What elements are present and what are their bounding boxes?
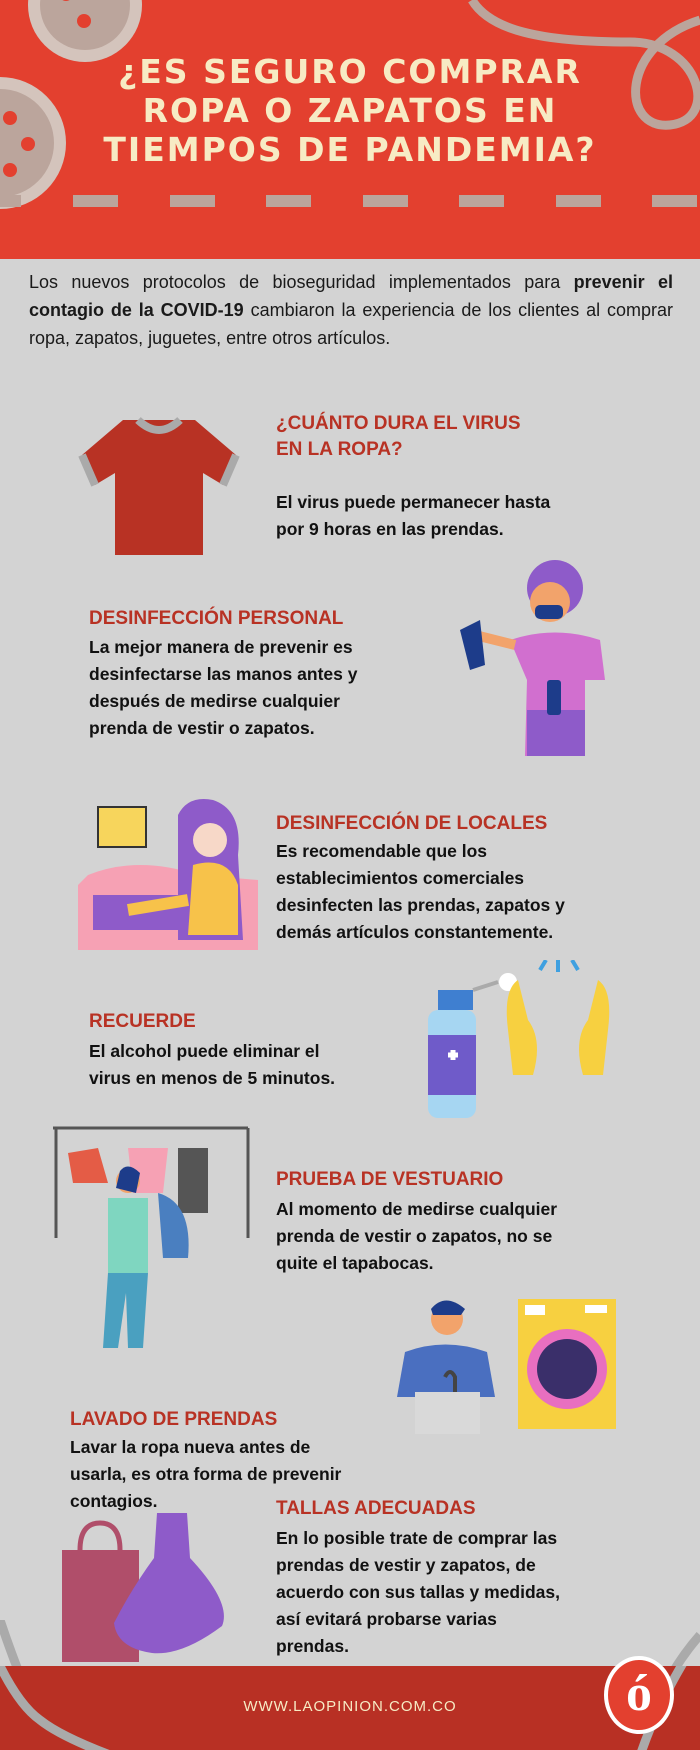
bag-dress-icon — [62, 1513, 224, 1662]
body-line: La mejor manera de prevenir es — [89, 637, 353, 657]
title-line: EN LA ROPA? — [276, 439, 403, 460]
title-line: DESINFECCIÓN PERSONAL — [89, 608, 344, 629]
body-line: Es recomendable que los — [276, 841, 488, 861]
section-title: TALLAS ADECUADAS — [276, 1496, 476, 1522]
body-line: El alcohol puede eliminar el — [89, 1041, 320, 1061]
title-line: DESINFECCIÓN DE LOCALES — [276, 813, 548, 834]
website-link[interactable]: WWW.LAOPINION.COM.CO — [243, 1698, 457, 1715]
title-line: ¿CUÁNTO DURA EL VIRUS — [276, 413, 521, 434]
page-title: ¿ES SEGURO COMPRAR ROPA O ZAPATOS EN TIE… — [0, 52, 700, 169]
body-line: virus en menos de 5 minutos. — [89, 1068, 336, 1088]
body-line: acuerdo con sus tallas y medidas, — [276, 1582, 560, 1602]
section-body: Lavar la ropa nueva antes de usarla, es o… — [70, 1434, 341, 1515]
divider-dash — [170, 195, 215, 207]
tshirt-icon — [78, 416, 240, 555]
body-line: Lavar la ropa nueva antes de — [70, 1437, 311, 1457]
body-line: contagios. — [70, 1491, 158, 1511]
section-body: Al momento de medirse cualquier prenda de… — [276, 1196, 557, 1277]
spray-gloves-icon — [428, 960, 610, 1118]
body-line: En lo posible trate de comprar las — [276, 1528, 558, 1548]
header-banner: ¿ES SEGURO COMPRAR ROPA O ZAPATOS EN TIE… — [0, 0, 700, 259]
section-body: El alcohol puede eliminar el virus en men… — [89, 1038, 335, 1092]
divider-dash — [556, 195, 601, 207]
buttons-decoration-icon — [0, 0, 700, 209]
la-opinion-logo: ó — [604, 1656, 674, 1734]
section-body: El virus puede permanecer hasta por 9 hor… — [276, 489, 550, 543]
title-line: RECUERDE — [89, 1011, 196, 1032]
divider-dash — [652, 195, 697, 207]
title-line: ¿ES SEGURO COMPRAR — [118, 52, 582, 91]
body-line: prenda de vestir o zapatos, no se — [276, 1226, 553, 1246]
clothes-rack-woman-icon — [53, 1126, 250, 1348]
section-title: LAVADO DE PRENDAS — [70, 1407, 277, 1433]
body-line: por 9 horas en las prendas. — [276, 519, 504, 539]
store-disinfection-icon — [78, 799, 258, 950]
title-line: TIEMPOS DE PANDEMIA? — [103, 130, 597, 169]
body-line: demás artículos constantemente. — [276, 922, 554, 942]
body-line: prenda de vestir o zapatos. — [89, 718, 315, 738]
body-line: después de medirse cualquier — [89, 691, 340, 711]
section-body: En lo posible trate de comprar las prenda… — [276, 1525, 560, 1660]
divider-dash — [459, 195, 504, 207]
washing-hands-machine-icon — [397, 1299, 616, 1434]
title-line: LAVADO DE PRENDAS — [70, 1409, 278, 1430]
section-title: PRUEBA DE VESTUARIO — [276, 1167, 503, 1193]
divider-dash — [363, 195, 408, 207]
title-line: PRUEBA DE VESTUARIO — [276, 1169, 504, 1190]
body-line: desinfecten las prendas, zapatos y — [276, 895, 565, 915]
intro-text: cambiaron la experiencia de los clientes… — [29, 300, 673, 348]
body-line: prendas. — [276, 1636, 349, 1656]
section-body: La mejor manera de prevenir es desinfecta… — [89, 634, 357, 742]
body-line: El virus puede permanecer hasta — [276, 492, 551, 512]
divider-dash — [266, 195, 311, 207]
body-line: Al momento de medirse cualquier — [276, 1199, 558, 1219]
divider-dash — [0, 195, 21, 207]
footer — [0, 1666, 700, 1750]
title-line: ROPA O ZAPATOS EN — [142, 91, 558, 130]
body-line: así evitará probarse varias — [276, 1609, 497, 1629]
section-title: RECUERDE — [89, 1009, 196, 1035]
section-title: ¿CUÁNTO DURA EL VIRUS EN LA ROPA? — [276, 411, 521, 463]
intro-text: Los nuevos protocolos de bioseguridad im… — [29, 272, 574, 292]
body-line: prendas de vestir y zapatos, de — [276, 1555, 536, 1575]
intro-paragraph: Los nuevos protocolos de bioseguridad im… — [29, 268, 673, 352]
section-title: DESINFECCIÓN DE LOCALES — [276, 811, 547, 837]
title-line: TALLAS ADECUADAS — [276, 1498, 476, 1519]
body-line: establecimientos comerciales — [276, 868, 525, 888]
body-line: quite el tapabocas. — [276, 1253, 434, 1273]
intro-bold: prevenir el contagio de la COVID-19 — [29, 272, 674, 320]
section-body: Es recomendable que los establecimientos … — [276, 838, 565, 946]
divider-dash — [73, 195, 118, 207]
section-title: DESINFECCIÓN PERSONAL — [89, 606, 343, 632]
body-line: desinfectarse las manos antes y — [89, 664, 358, 684]
body-line: usarla, es otra forma de prevenir — [70, 1464, 342, 1484]
woman-disinfecting-icon — [460, 560, 605, 756]
